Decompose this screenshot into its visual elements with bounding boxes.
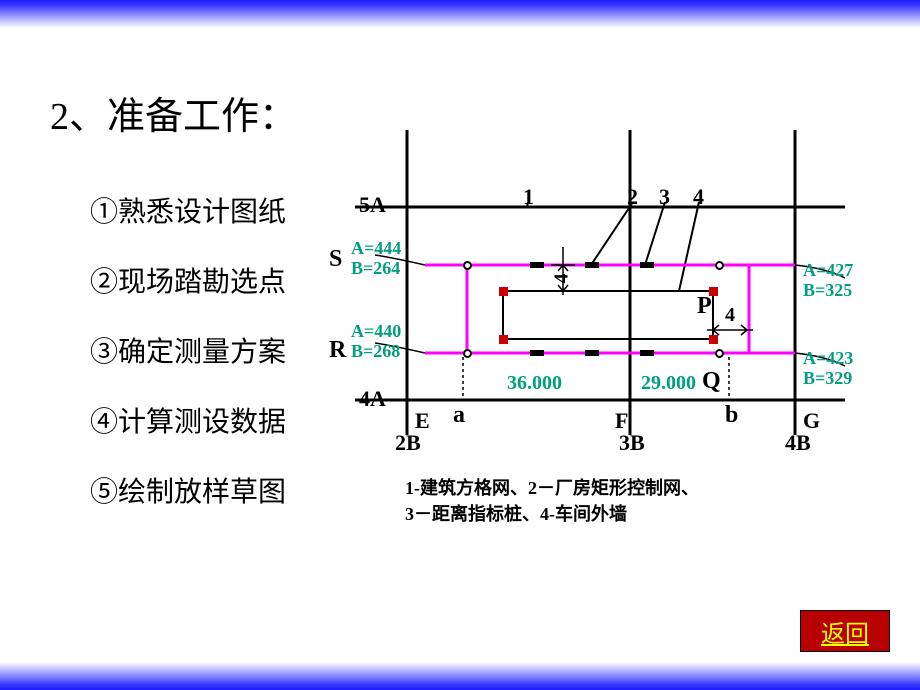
legend-line1: 1-建筑方格网、2－厂房矩形控制网、 [405,478,699,498]
step-4: ④计算测设数据 [90,400,350,440]
back-label: 返回 [821,614,869,649]
diagram-legend: 1-建筑方格网、2－厂房矩形控制网、 3－距离指标桩、4-车间外墙 [405,475,885,527]
step-5: ⑤绘制放样草图 [90,470,350,510]
back-button[interactable]: 返回 [800,610,890,652]
steps-list: ①熟悉设计图纸 ②现场踏勘选点 ③确定测量方案 ④计算测设数据 ⑤绘制放样草图 [90,190,350,540]
page-title: 2、准备工作： [50,85,297,140]
legend-line2: 3－距离指标桩、4-车间外墙 [405,504,627,524]
bottom-gradient-bar [0,662,920,690]
step-3: ③确定测量方案 [90,330,350,370]
diagram-stage: 5A4A2B3B4BEFG1234A=444B=264A=440B=268A=4… [355,130,915,510]
top-gradient-bar [0,0,920,28]
step-2: ②现场踏勘选点 [90,260,350,300]
step-1: ①熟悉设计图纸 [90,190,350,230]
